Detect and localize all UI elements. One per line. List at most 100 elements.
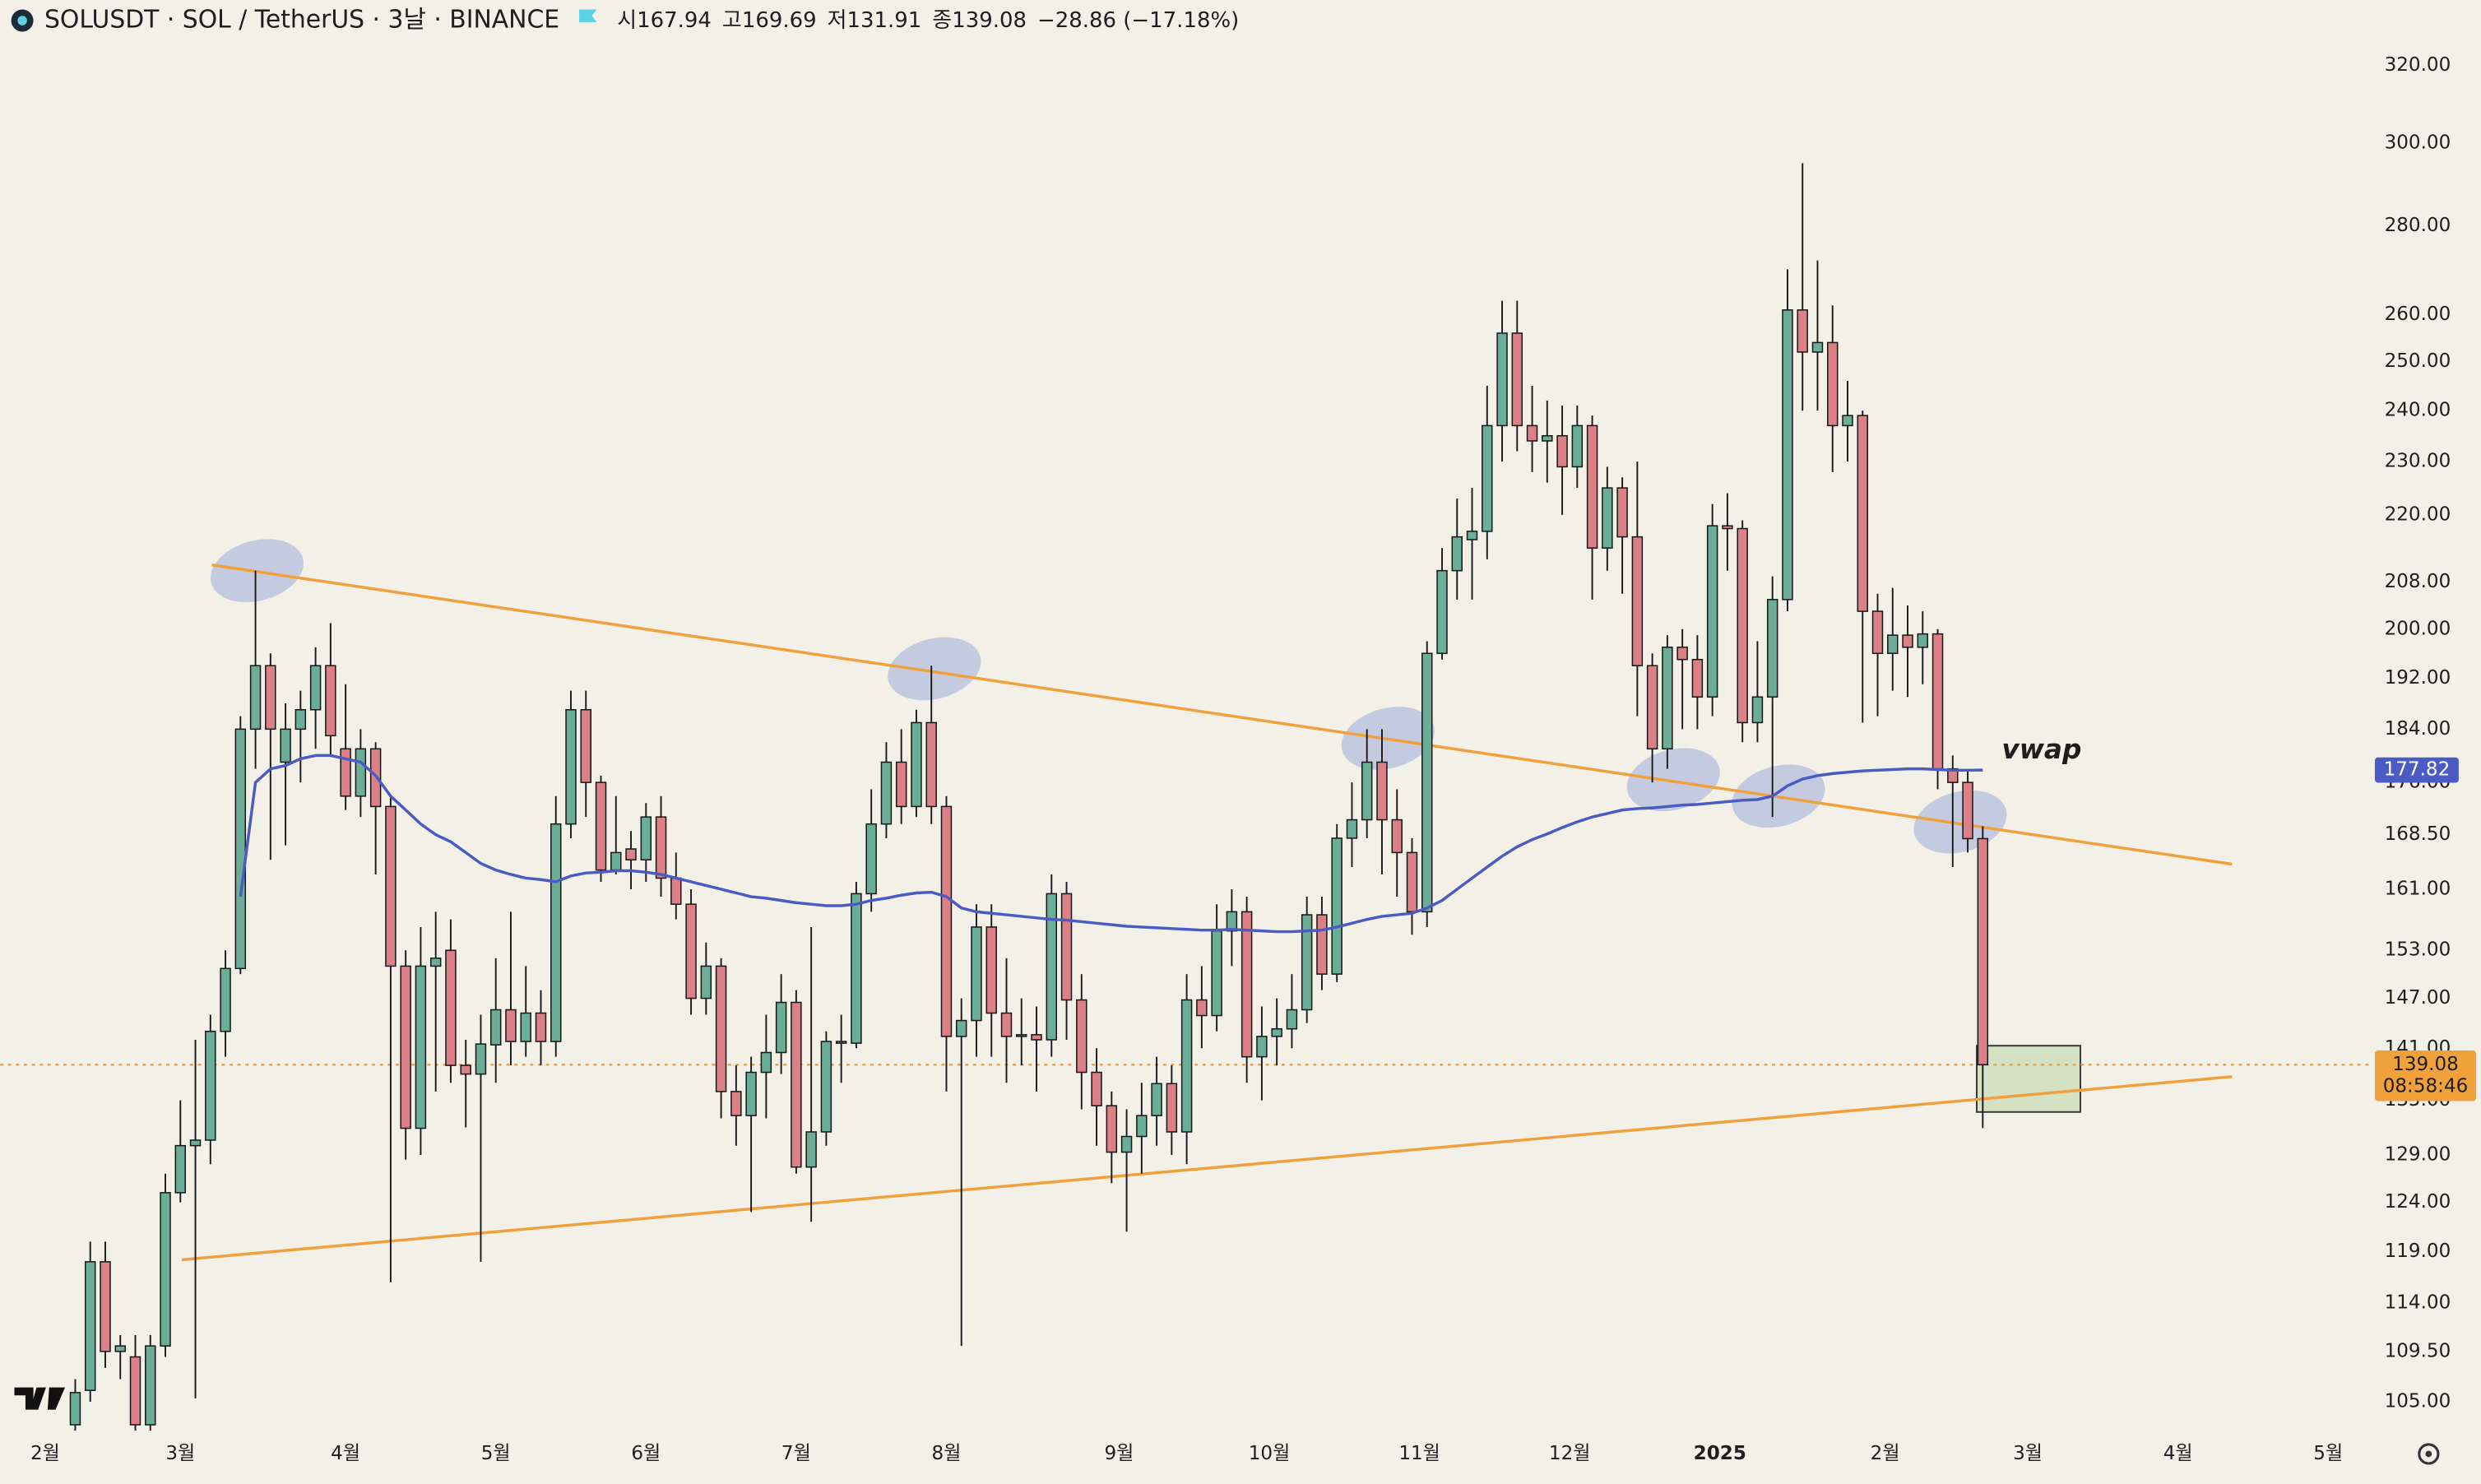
candle-body [1316,914,1328,975]
candle-body [1031,1034,1042,1041]
candle-body [1526,424,1538,442]
candle-body [505,1009,517,1042]
candle-body [189,1139,202,1147]
candle-body [1196,999,1208,1017]
series-price-tag [2374,757,2459,783]
countdown-label: 08:58:46 [2383,1076,2469,1097]
x-tick-label: 12월 [1549,1443,1591,1464]
candle-body [1226,911,1238,932]
ohlc-change: −28.86 (−17.18%) [1037,8,1239,33]
candle-body [1016,1034,1027,1037]
ohlc-space [1027,8,1037,33]
candle-body [1902,634,1913,648]
y-tick-label: 109.50 [2385,1340,2451,1361]
candle-body [1136,1115,1148,1138]
trendline [211,563,2233,866]
y-tick-label: 192.00 [2385,667,2451,689]
candle-body [1797,309,1808,353]
candle-body [1842,415,1853,427]
candle-body [805,1131,817,1168]
candle-body [1106,1105,1118,1153]
candle-body [700,965,712,999]
candle-body [1586,424,1598,549]
y-tick-label: 119.00 [2385,1241,2451,1262]
candle-body [1962,781,1973,840]
candle-body [1331,837,1343,975]
candle-body [865,823,877,895]
x-tick-label: 6월 [631,1443,661,1464]
x-tick-label: 2월 [30,1443,60,1464]
ohlc-space [712,8,722,33]
candle-body [580,709,591,783]
x-tick-label: 4월 [2163,1443,2193,1464]
candle-body [1046,893,1058,1041]
y-tick-label: 129.00 [2385,1143,2451,1165]
y-tick-label: 320.00 [2385,54,2451,76]
candle-body [1211,930,1222,1017]
candle-body [475,1043,487,1075]
candle-body [1602,487,1613,549]
candle-body [520,1012,531,1042]
y-tick-label: 124.00 [2385,1191,2451,1213]
candle-body [1766,599,1778,698]
ohlc-value: 167.94 [637,8,712,33]
candle-body [84,1261,96,1391]
candle-body [249,665,262,730]
y-tick-label: 240.00 [2385,400,2451,421]
candle-body [1511,332,1523,427]
y-tick-label: 300.00 [2385,132,2451,153]
candle-body [760,1051,772,1074]
x-tick-label: 3월 [2013,1443,2043,1464]
candle-body [1631,536,1644,666]
y-tick-label: 260.00 [2385,304,2451,325]
y-tick-label: 184.00 [2385,718,2451,740]
candle-body [160,1192,171,1347]
x-tick-label: 10월 [1249,1443,1291,1464]
candle-body [971,926,982,1022]
ohlc-space [817,8,828,33]
highlight-ellipse [888,637,981,701]
price-axis: 105.00109.50114.00119.00124.00129.00135.… [2374,54,2477,1412]
y-tick-label: 161.00 [2385,878,2451,899]
highlight-ellipse [1626,748,1720,812]
candle-body [460,1064,471,1075]
symbol-title: SOLUSDT · SOL / TetherUS · 3날 · BINANCE [44,6,559,35]
candle-body [1646,665,1658,750]
candle-body [1887,634,1899,655]
y-tick-label: 230.00 [2385,451,2451,472]
candle-body [1451,536,1463,572]
candle-body [355,748,367,797]
candle-body [1166,1083,1178,1133]
candle-body [1571,424,1584,468]
candle-body [715,965,727,1092]
plot-area: vwap 2월 3월 4월 5월 6월 7월 8월 9월 10월 11월 12월 2025 2월 3월 4월 5… [0,163,2374,1464]
x-tick-label: 9월 [1105,1443,1134,1464]
candle-body [685,903,697,999]
candle-body [730,1091,742,1116]
trendline [181,1075,2233,1262]
candle-body [925,721,937,808]
candle-body [1271,1027,1282,1037]
candle-body [69,1392,81,1426]
ohlc-value: 169.69 [742,8,817,33]
candle-body [640,816,652,860]
candle-body [265,665,276,730]
candle-body [550,823,562,1042]
flag-icon [579,9,597,22]
candle-body [940,805,953,1037]
candle-body [1662,647,1673,750]
candle-body [851,893,862,1044]
y-tick-label: 168.50 [2385,823,2451,845]
y-tick-label: 250.00 [2385,350,2451,372]
candle-body [445,949,457,1066]
candle-body [415,965,427,1129]
settings-icon [2418,1443,2440,1465]
candle-body [1691,658,1704,698]
candle-body [1857,415,1868,612]
header: SOLUSDT · SOL / TetherUS · 3날 · BINANCE … [11,6,1239,35]
candle-body [985,926,997,1014]
series-price-tag-label: 177.82 [2384,759,2451,781]
candle-body [880,761,893,825]
